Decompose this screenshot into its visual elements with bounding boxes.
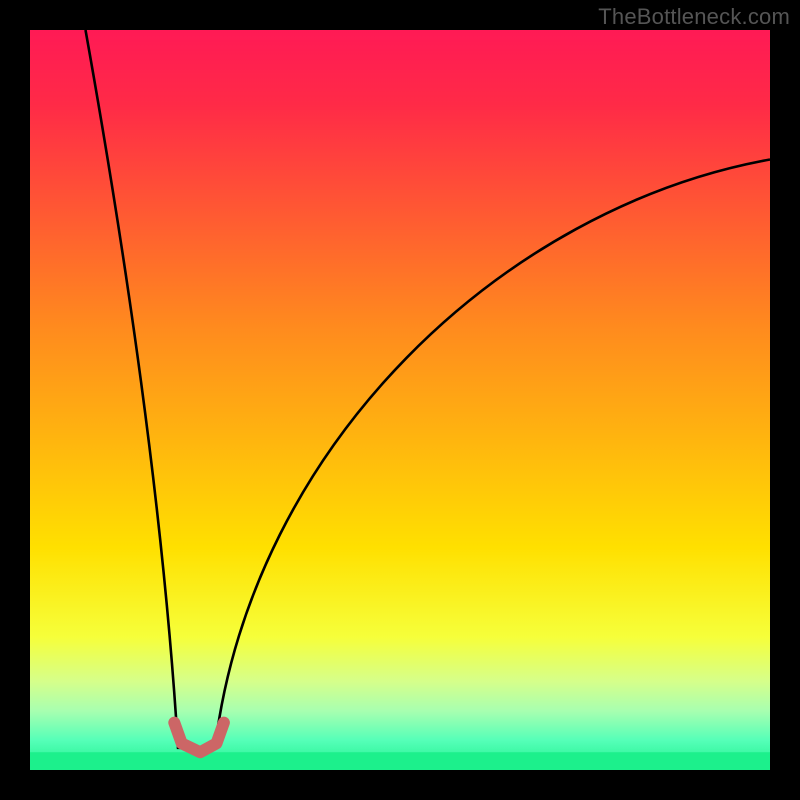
bottleneck-chart — [0, 0, 800, 800]
watermark-text: TheBottleneck.com — [598, 4, 790, 30]
stage: TheBottleneck.com — [0, 0, 800, 800]
bottom-green-band — [30, 752, 770, 770]
plot-background — [30, 30, 770, 770]
